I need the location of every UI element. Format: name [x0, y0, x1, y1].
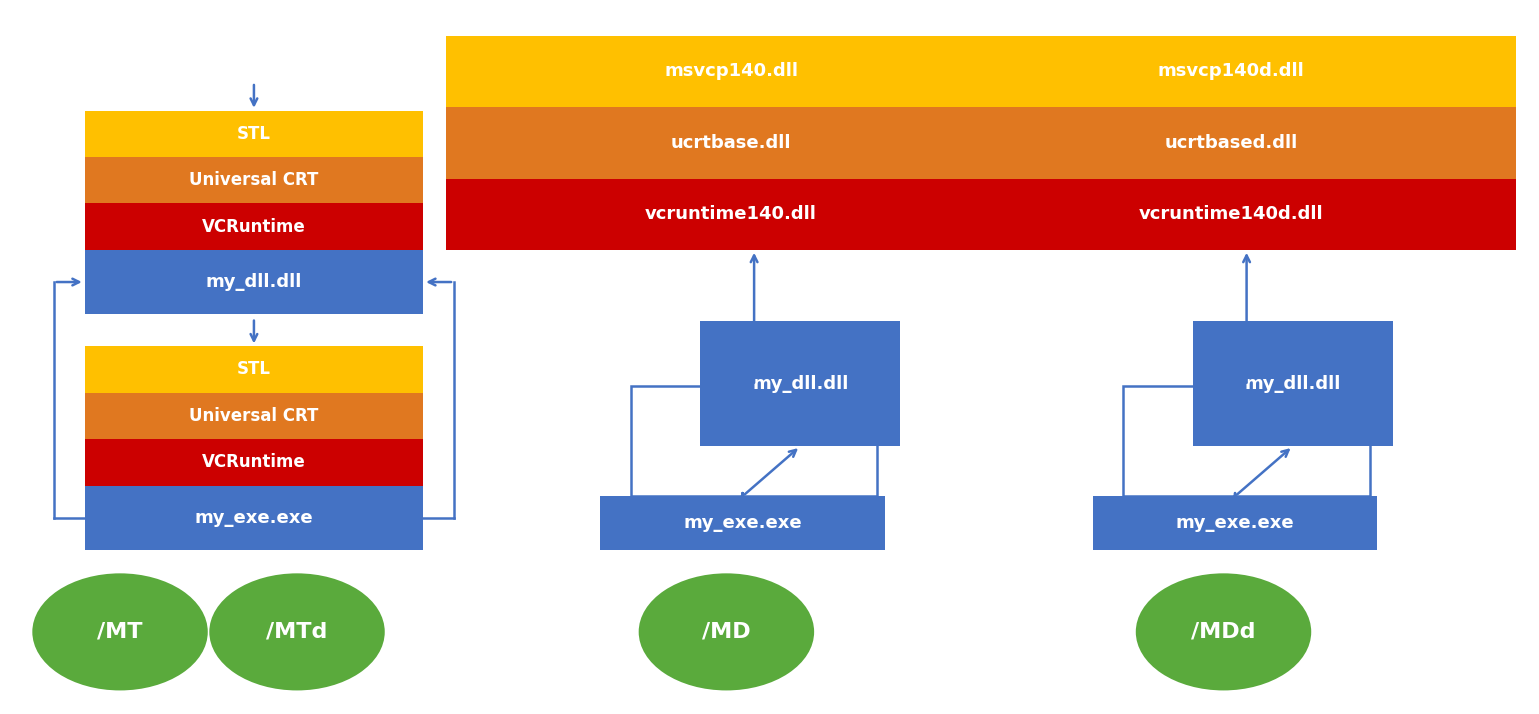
FancyBboxPatch shape: [85, 157, 423, 203]
Ellipse shape: [1136, 573, 1311, 690]
Ellipse shape: [32, 573, 208, 690]
FancyBboxPatch shape: [946, 107, 1516, 178]
Text: STL: STL: [237, 361, 271, 378]
Text: my_exe.exe: my_exe.exe: [1176, 514, 1294, 532]
FancyBboxPatch shape: [85, 111, 423, 157]
Text: /MDd: /MDd: [1191, 622, 1256, 642]
Text: vcruntime140d.dll: vcruntime140d.dll: [1139, 205, 1324, 223]
FancyBboxPatch shape: [446, 178, 1016, 250]
FancyBboxPatch shape: [85, 346, 423, 393]
FancyBboxPatch shape: [600, 496, 885, 550]
Text: my_dll.dll: my_dll.dll: [753, 375, 848, 393]
Text: my_exe.exe: my_exe.exe: [683, 514, 802, 532]
FancyBboxPatch shape: [85, 393, 423, 439]
Text: ucrtbased.dll: ucrtbased.dll: [1165, 134, 1297, 152]
Text: VCRuntime: VCRuntime: [202, 218, 306, 236]
FancyBboxPatch shape: [446, 107, 1016, 178]
FancyBboxPatch shape: [946, 36, 1516, 107]
Text: Universal CRT: Universal CRT: [189, 407, 319, 425]
Ellipse shape: [639, 573, 814, 690]
Text: my_dll.dll: my_dll.dll: [206, 273, 302, 291]
Text: /MTd: /MTd: [266, 622, 328, 642]
Text: /MT: /MT: [97, 622, 143, 642]
FancyBboxPatch shape: [85, 250, 423, 314]
Text: VCRuntime: VCRuntime: [202, 453, 306, 471]
FancyBboxPatch shape: [85, 439, 423, 486]
FancyBboxPatch shape: [946, 178, 1516, 250]
Text: STL: STL: [237, 125, 271, 143]
FancyBboxPatch shape: [446, 36, 1016, 107]
FancyBboxPatch shape: [85, 203, 423, 250]
Text: msvcp140d.dll: msvcp140d.dll: [1157, 62, 1305, 81]
Text: my_dll.dll: my_dll.dll: [1245, 375, 1340, 393]
Text: my_exe.exe: my_exe.exe: [194, 508, 314, 527]
Text: msvcp140.dll: msvcp140.dll: [663, 62, 799, 81]
FancyBboxPatch shape: [1093, 496, 1377, 550]
Text: Universal CRT: Universal CRT: [189, 171, 319, 189]
FancyBboxPatch shape: [85, 486, 423, 550]
Text: vcruntime140.dll: vcruntime140.dll: [645, 205, 817, 223]
FancyBboxPatch shape: [1193, 321, 1393, 446]
FancyBboxPatch shape: [700, 321, 900, 446]
Text: /MD: /MD: [702, 622, 751, 642]
Text: ucrtbase.dll: ucrtbase.dll: [671, 134, 791, 152]
Ellipse shape: [209, 573, 385, 690]
